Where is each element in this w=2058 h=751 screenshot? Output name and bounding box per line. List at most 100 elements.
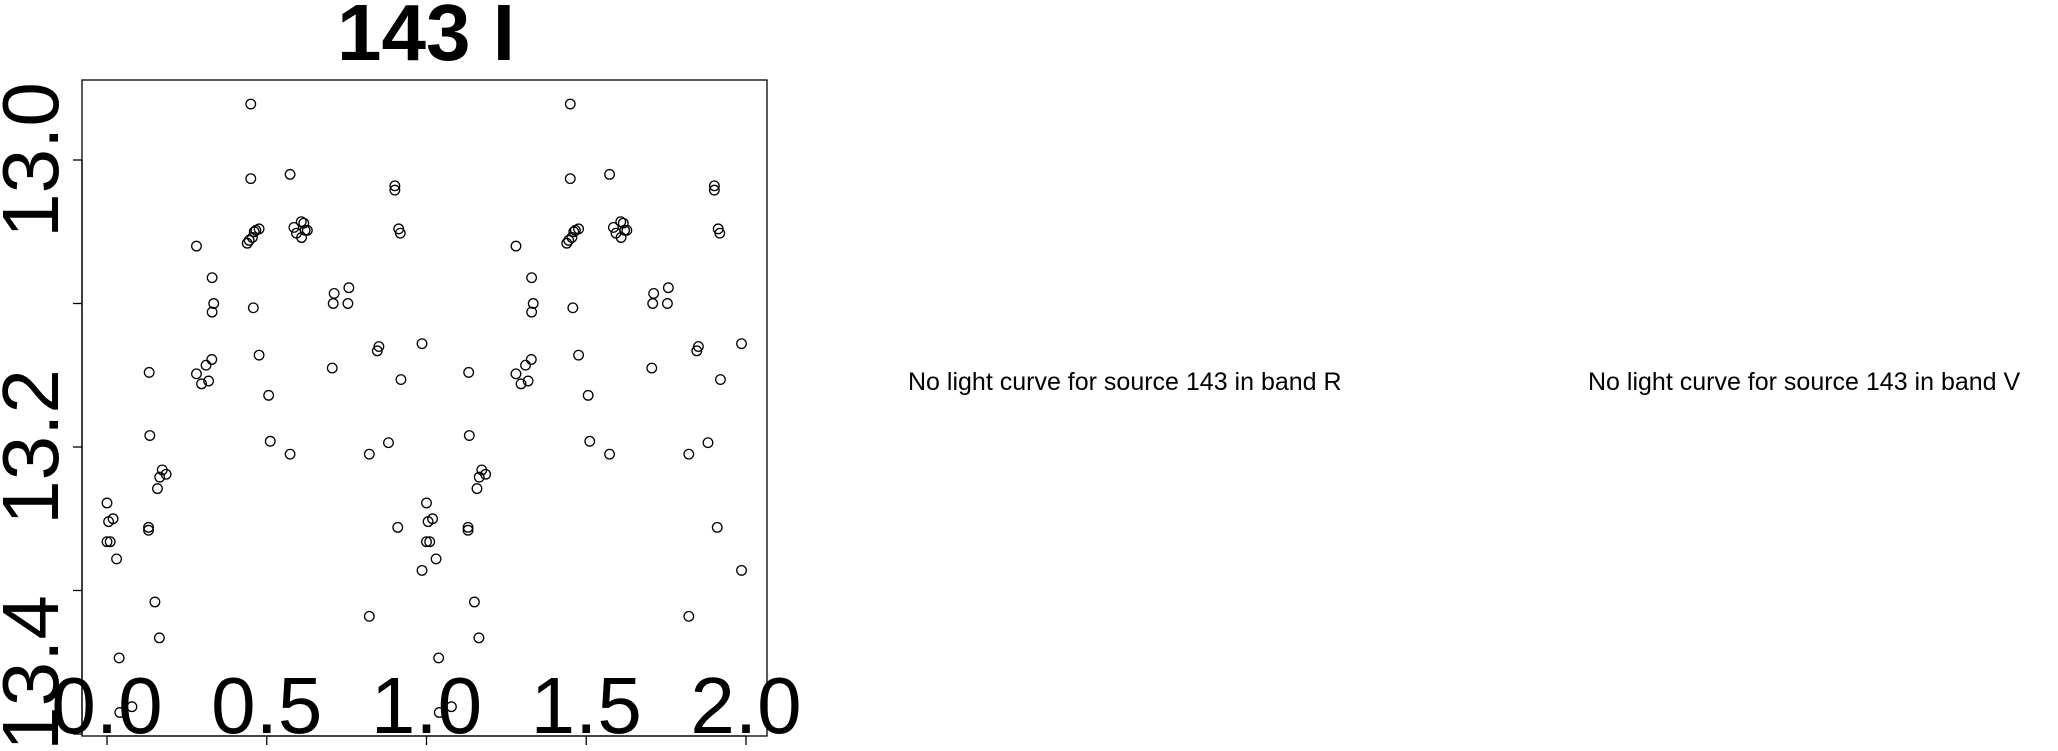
data-point bbox=[708, 180, 720, 192]
data-point bbox=[371, 345, 383, 357]
x-axis: 0.0 0.5 1.0 1.5 2.0 bbox=[51, 661, 801, 750]
data-point bbox=[245, 98, 257, 110]
data-point bbox=[584, 435, 596, 447]
data-point bbox=[363, 448, 375, 460]
data-point bbox=[149, 596, 161, 608]
y-axis: 13.0 13.2 13.4 bbox=[0, 82, 83, 751]
data-point bbox=[284, 168, 296, 180]
data-point bbox=[284, 448, 296, 460]
data-point bbox=[564, 173, 576, 185]
data-point bbox=[473, 632, 485, 644]
data-point bbox=[416, 338, 428, 350]
data-point bbox=[243, 234, 255, 246]
data-point bbox=[702, 437, 714, 449]
data-point bbox=[526, 306, 538, 318]
data-point bbox=[200, 359, 212, 371]
data-point bbox=[714, 227, 726, 239]
data-point bbox=[208, 298, 220, 309]
data-point bbox=[101, 497, 113, 509]
data-point bbox=[342, 298, 354, 309]
data-point bbox=[619, 224, 631, 236]
x-tick-label: 1.5 bbox=[531, 661, 642, 750]
x-tick-label: 0.0 bbox=[51, 661, 162, 750]
data-point bbox=[736, 564, 747, 576]
data-point bbox=[421, 497, 432, 509]
data-point bbox=[604, 448, 616, 460]
no-light-curve-band-r: No light curve for source 143 in band R bbox=[908, 368, 1342, 396]
data-point bbox=[104, 536, 116, 548]
data-point bbox=[253, 223, 265, 235]
data-point bbox=[107, 513, 119, 525]
data-point bbox=[143, 366, 155, 378]
data-point bbox=[206, 354, 218, 365]
data-point bbox=[160, 468, 172, 480]
data-point bbox=[247, 302, 259, 314]
data-point bbox=[424, 536, 436, 548]
data-point bbox=[445, 701, 457, 713]
data-point bbox=[736, 338, 747, 350]
y-tick-label: 13.2 bbox=[0, 369, 75, 525]
data-point bbox=[153, 632, 165, 644]
data-point bbox=[328, 288, 340, 299]
data-point bbox=[206, 306, 218, 318]
data-point bbox=[263, 389, 275, 401]
data-point bbox=[510, 368, 522, 380]
data-point bbox=[253, 349, 265, 361]
data-point bbox=[662, 282, 674, 294]
data-point bbox=[288, 221, 300, 233]
data-point bbox=[421, 536, 432, 548]
data-point bbox=[471, 483, 483, 495]
data-point bbox=[573, 223, 585, 235]
data-point bbox=[101, 536, 113, 548]
data-point bbox=[462, 524, 474, 536]
data-point bbox=[468, 596, 480, 608]
data-point bbox=[714, 374, 726, 386]
x-tick-label: 0.5 bbox=[211, 661, 322, 750]
data-point bbox=[430, 553, 442, 565]
data-point bbox=[389, 180, 401, 192]
data-point bbox=[394, 227, 406, 239]
data-point bbox=[143, 524, 154, 536]
data-point bbox=[648, 288, 660, 299]
data-point bbox=[510, 240, 522, 252]
data-point bbox=[113, 652, 125, 664]
data-point bbox=[196, 378, 208, 390]
data-point bbox=[143, 521, 154, 533]
data-point bbox=[711, 521, 723, 533]
data-point bbox=[245, 173, 257, 185]
x-tick-label: 1.0 bbox=[371, 661, 482, 750]
data-point bbox=[607, 221, 619, 233]
data-point bbox=[395, 374, 407, 386]
data-point bbox=[144, 430, 156, 441]
data-point bbox=[327, 298, 339, 309]
y-tick-label: 13.4 bbox=[0, 595, 75, 751]
data-point bbox=[343, 282, 355, 294]
data-point bbox=[463, 430, 475, 441]
y-tick-label: 13.0 bbox=[0, 82, 75, 238]
data-point bbox=[473, 471, 485, 483]
data-point bbox=[326, 362, 338, 374]
data-point bbox=[522, 375, 534, 387]
data-point bbox=[154, 471, 166, 483]
data-point bbox=[708, 184, 720, 196]
data-point bbox=[683, 610, 695, 622]
data-point bbox=[527, 298, 539, 309]
data-point bbox=[389, 184, 401, 196]
data-point bbox=[191, 368, 202, 380]
data-point bbox=[691, 345, 703, 357]
data-point bbox=[427, 513, 439, 525]
data-point bbox=[582, 389, 594, 401]
data-point bbox=[573, 349, 585, 361]
data-points bbox=[101, 98, 747, 718]
data-point bbox=[647, 298, 659, 309]
x-tick-label: 2.0 bbox=[690, 661, 801, 750]
data-point bbox=[564, 98, 576, 110]
data-point bbox=[480, 468, 492, 480]
data-point bbox=[646, 362, 658, 374]
data-point bbox=[661, 298, 673, 309]
data-point bbox=[433, 707, 445, 718]
data-point bbox=[563, 234, 575, 246]
no-light-curve-band-v: No light curve for source 143 in band V bbox=[1588, 368, 2021, 396]
data-point bbox=[264, 435, 276, 447]
